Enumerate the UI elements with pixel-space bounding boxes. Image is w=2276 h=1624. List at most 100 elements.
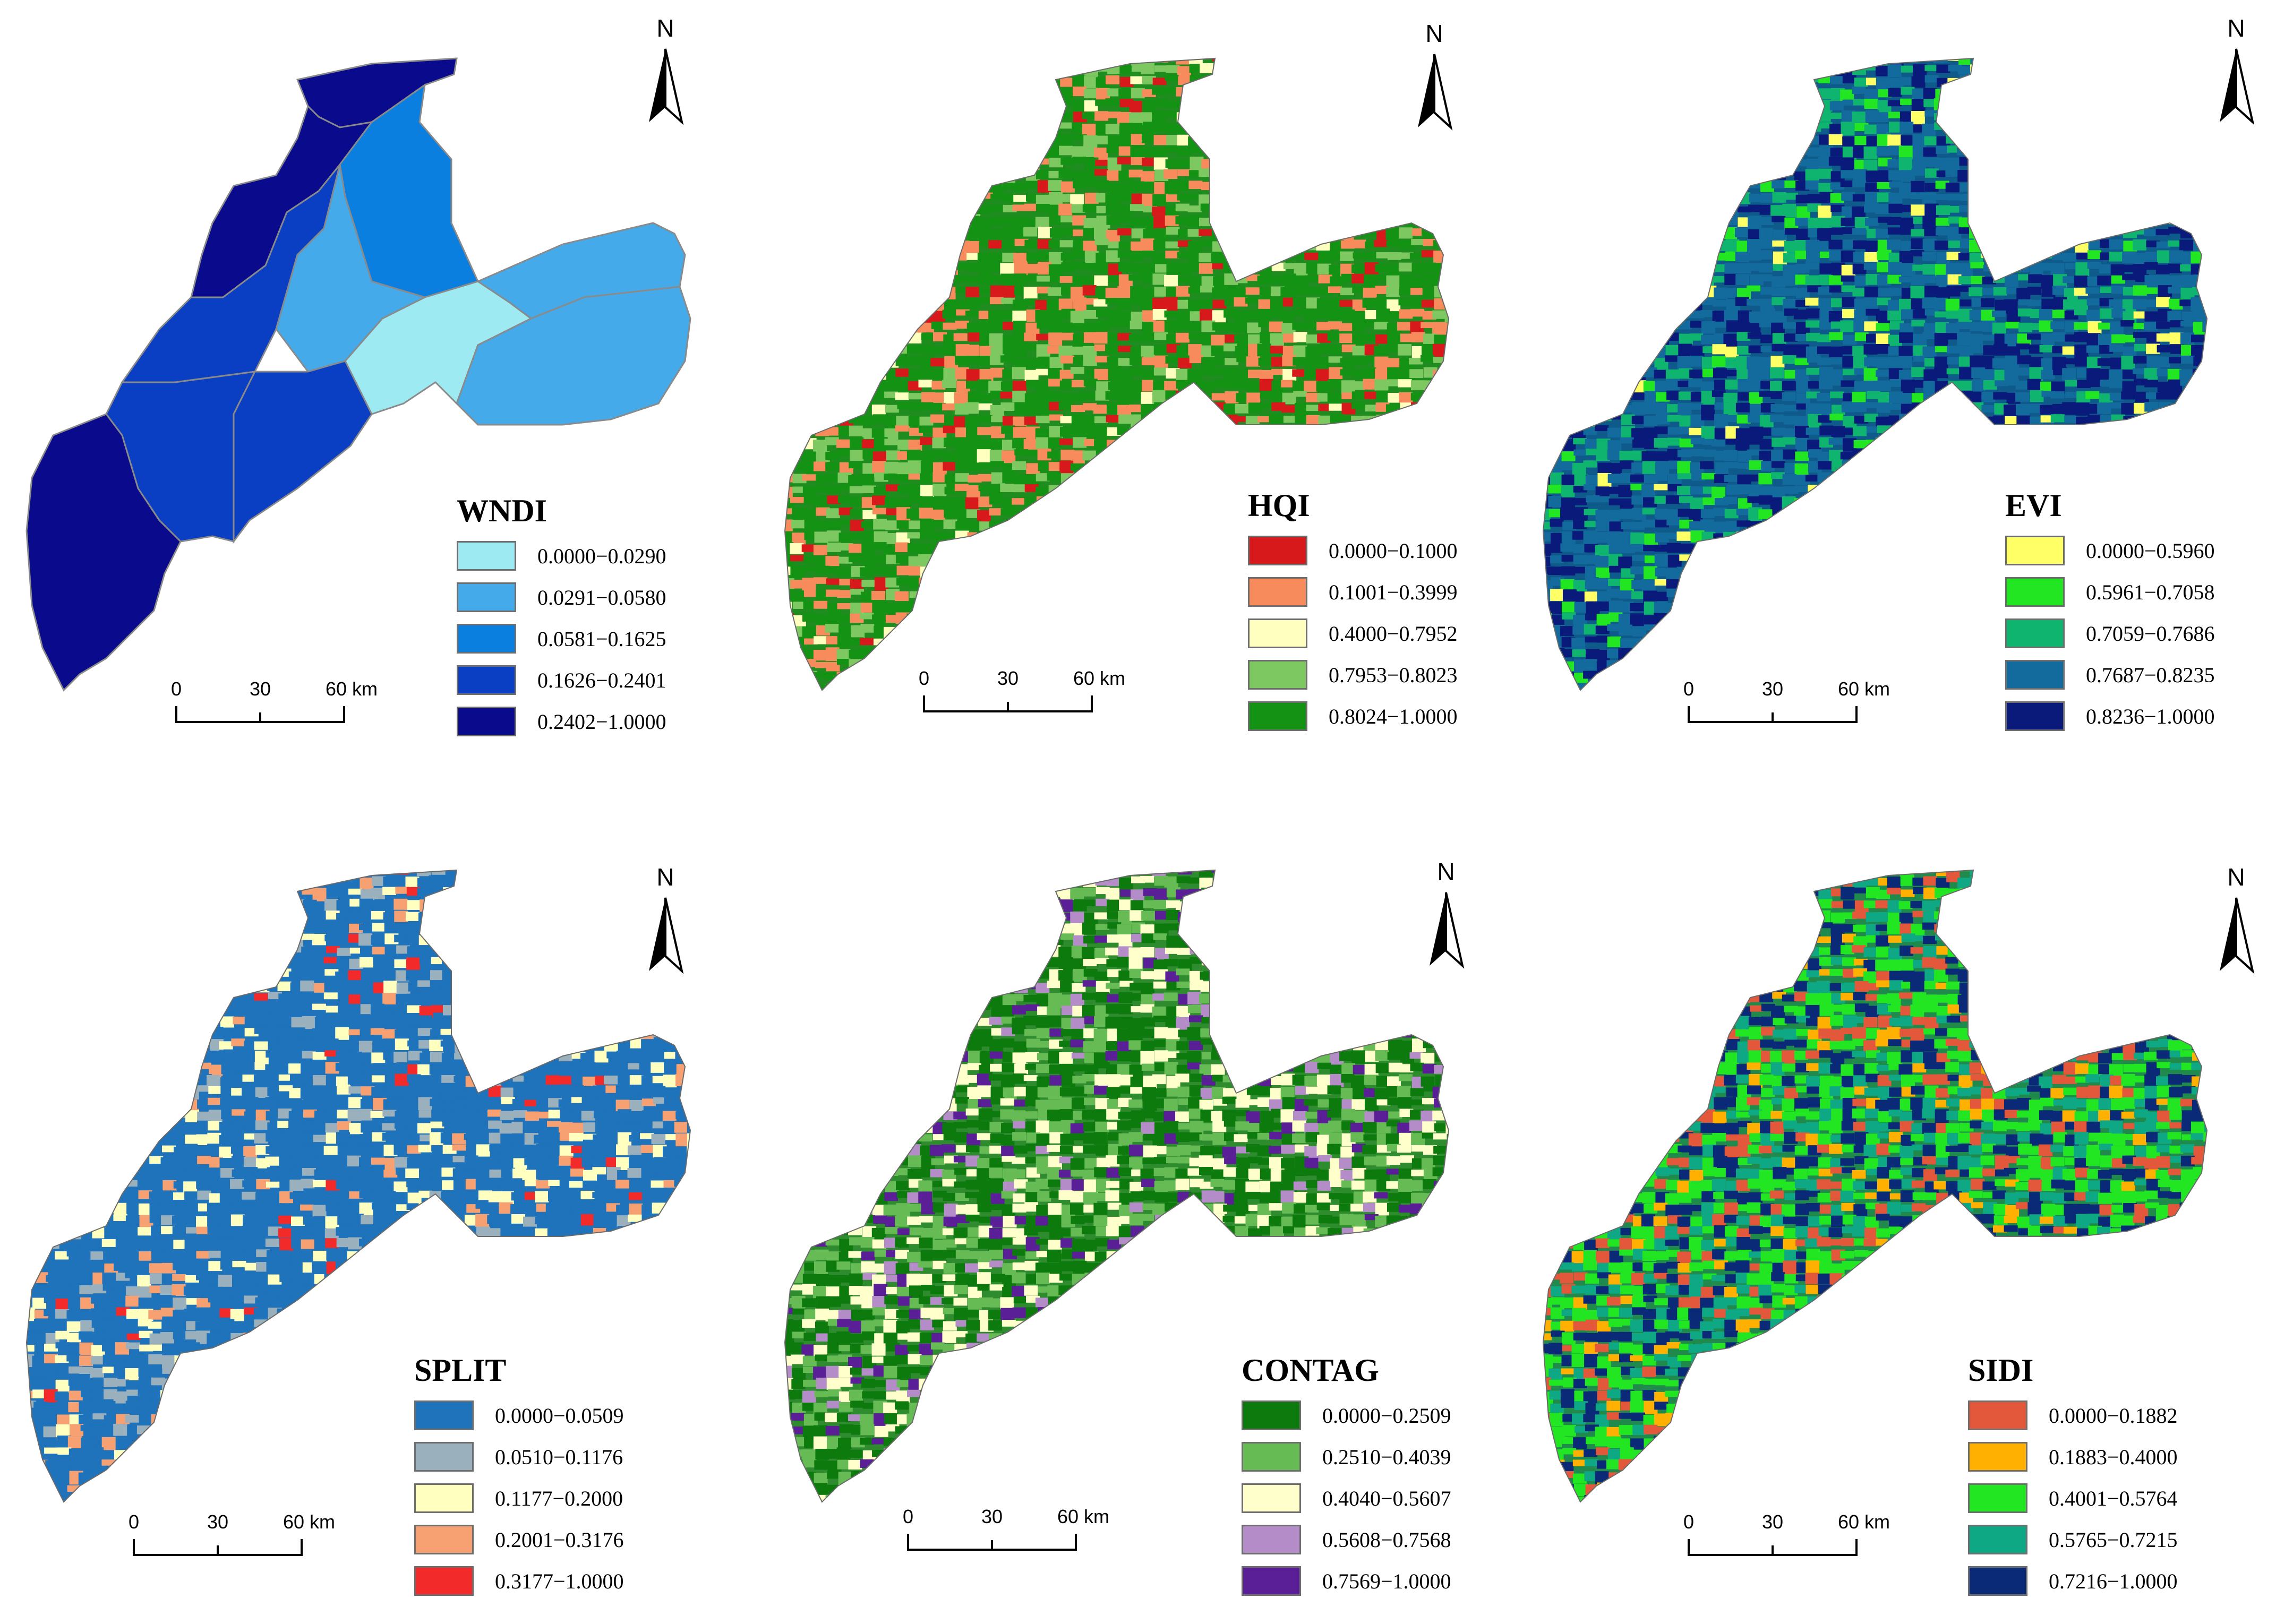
legend-item: 0.0000−0.1000 (1248, 530, 1458, 571)
legend-swatch (457, 707, 516, 736)
scale-tick-label: 0 (1683, 1511, 1695, 1533)
legend-title: HQI (1248, 488, 1310, 523)
legend-swatch (1968, 1400, 2027, 1430)
region-outline (784, 869, 1450, 1503)
legend-label: 0.3177−1.0000 (495, 1569, 624, 1593)
district-zone (25, 413, 182, 692)
map-panel-wndi: N WNDI 0.0000−0.0290 0.0291−0.0580 0.058… (0, 0, 758, 812)
legend-label: 0.0510−0.1176 (495, 1445, 623, 1469)
region-outline (25, 869, 691, 1503)
legend-swatch (1968, 1566, 2027, 1596)
legend-title: EVI (2005, 488, 2062, 523)
legend-label: 0.8236−1.0000 (2086, 704, 2215, 728)
scale-tick-label: 60 km (1073, 667, 1126, 689)
legend-item: 0.7059−0.7686 (2005, 613, 2215, 654)
legend-label: 0.0000−0.1000 (1329, 538, 1458, 563)
legend-item: 0.1883−0.4000 (1968, 1436, 2178, 1477)
legend-label: 0.7569−1.0000 (1322, 1569, 1451, 1593)
legend-swatch (1968, 1442, 2027, 1472)
legend-swatch (1242, 1483, 1301, 1513)
scale-bar: 0 30 60 km (127, 1511, 335, 1560)
legend-label: 0.7687−0.8235 (2086, 663, 2215, 687)
scale-bar: 0 30 60 km (1682, 1511, 1890, 1560)
legend-item: 0.2510−0.4039 (1242, 1436, 1451, 1477)
legend-swatch (1248, 536, 1307, 565)
legend-swatch (1248, 618, 1307, 648)
legend-label: 0.1626−0.2401 (537, 668, 666, 692)
legend-split: SPLIT 0.0000−0.0509 0.0510−0.1176 0.1177… (414, 1353, 624, 1602)
legend-swatch (414, 1400, 474, 1430)
legend-label: 0.0581−0.1625 (537, 626, 666, 651)
legend-swatch (1248, 577, 1307, 607)
district-zone (296, 57, 458, 128)
scale-tick-label: 0 (128, 1511, 140, 1533)
north-label: N (656, 14, 674, 42)
legend-item: 0.7687−0.8235 (2005, 654, 2215, 695)
legend-label: 0.7059−0.7686 (2086, 621, 2215, 646)
legend-sidi: SIDI 0.0000−0.1882 0.1883−0.4000 0.4001−… (1968, 1353, 2178, 1602)
region-outline (1542, 57, 2208, 691)
legend-label: 0.2510−0.4039 (1322, 1445, 1451, 1469)
north-label: N (1425, 20, 1443, 47)
legend-item: 0.5961−0.7058 (2005, 571, 2215, 613)
region-map-split (25, 869, 691, 1503)
legend-item: 0.0291−0.0580 (457, 577, 666, 618)
legend-item: 0.4001−0.5764 (1968, 1477, 2178, 1519)
legend-swatch (457, 541, 516, 571)
legend-swatch (2005, 701, 2065, 731)
legend-label: 0.0000−0.2509 (1322, 1403, 1451, 1428)
scale-tick-label: 30 (981, 1506, 1003, 1527)
legend-swatch (2005, 660, 2065, 690)
map-panel-evi: N EVI 0.0000−0.5960 0.5961−0.7058 0.7059… (1517, 0, 2275, 812)
scale-tick-label: 30 (207, 1511, 229, 1533)
scale-tick-label: 30 (997, 667, 1019, 689)
legend-swatch (414, 1442, 474, 1472)
legend-label: 0.1001−0.3999 (1329, 580, 1458, 604)
north-arrow-icon: N (2207, 865, 2265, 976)
map-panel-split: N SPLIT 0.0000−0.0509 0.0510−0.1176 0.11… (0, 812, 758, 1623)
north-arrow-icon: N (2207, 16, 2265, 127)
north-arrow-icon: N (636, 16, 695, 127)
legend-label: 0.4040−0.5607 (1322, 1486, 1451, 1510)
legend-label: 0.7216−1.0000 (2049, 1569, 2178, 1593)
legend-item: 0.0000−0.1882 (1968, 1395, 2178, 1436)
north-arrow-icon: N (636, 865, 695, 976)
region-map-contag (784, 869, 1450, 1503)
scale-tick-label: 0 (170, 678, 182, 700)
region-outline (1542, 869, 2208, 1503)
map-panel-hqi: N HQI 0.0000−0.1000 0.1001−0.3999 0.4000… (758, 0, 1517, 812)
legend-label: 0.5961−0.7058 (2086, 580, 2215, 604)
scale-tick-label: 0 (1683, 678, 1695, 700)
legend-wndi: WNDI 0.0000−0.0290 0.0291−0.0580 0.0581−… (457, 494, 666, 742)
legend-swatch (457, 665, 516, 695)
scale-tick-label: 60 km (1837, 1511, 1890, 1533)
north-arrow-icon: N (1405, 21, 1464, 133)
legend-item: 0.5608−0.7568 (1242, 1519, 1451, 1560)
legend-swatch (1248, 660, 1307, 690)
legend-label: 0.1883−0.4000 (2049, 1445, 2178, 1469)
legend-swatch (1242, 1525, 1301, 1554)
legend-title: SPLIT (414, 1353, 507, 1388)
legend-label: 0.0000−0.5960 (2086, 538, 2215, 563)
legend-swatch (1242, 1442, 1301, 1472)
legend-label: 0.4001−0.5764 (2049, 1486, 2178, 1510)
legend-label: 0.4000−0.7952 (1329, 621, 1458, 646)
legend-item: 0.3177−1.0000 (414, 1560, 624, 1602)
legend-label: 0.0000−0.1882 (2049, 1403, 2178, 1428)
legend-label: 0.0000−0.0509 (495, 1403, 624, 1428)
legend-label: 0.5765−0.7215 (2049, 1527, 2178, 1552)
legend-contag: CONTAG 0.0000−0.2509 0.2510−0.4039 0.404… (1242, 1353, 1451, 1602)
legend-evi: EVI 0.0000−0.5960 0.5961−0.7058 0.7059−0… (2005, 488, 2215, 737)
map-panel-contag: N CONTAG 0.0000−0.2509 0.2510−0.4039 0.4… (758, 812, 1517, 1623)
legend-swatch (457, 582, 516, 612)
legend-item: 0.0000−0.2509 (1242, 1395, 1451, 1436)
legend-swatch (414, 1566, 474, 1596)
legend-item: 0.0000−0.0509 (414, 1395, 624, 1436)
region-map-wndi (25, 57, 691, 692)
legend-item: 0.0581−0.1625 (457, 618, 666, 659)
region-outline (784, 57, 1450, 691)
scale-bar: 0 30 60 km (902, 1506, 1109, 1555)
legend-swatch (1242, 1400, 1301, 1430)
legend-label: 0.2001−0.3176 (495, 1527, 624, 1552)
scale-tick-label: 30 (249, 678, 271, 700)
